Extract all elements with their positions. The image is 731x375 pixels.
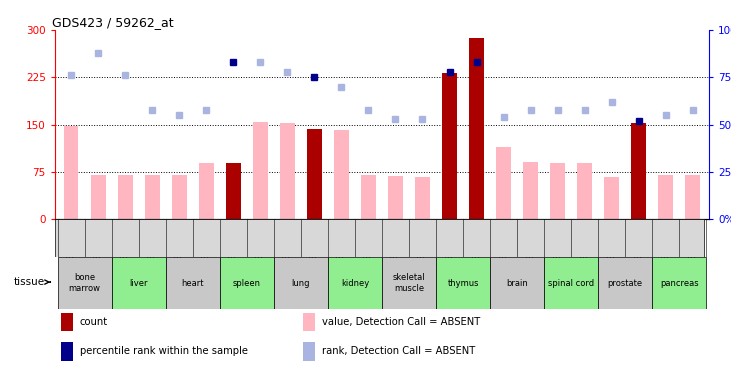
Bar [605, 177, 619, 219]
Bar [303, 313, 315, 331]
Text: thymus: thymus [447, 279, 479, 288]
Bar [632, 123, 646, 219]
Bar [303, 342, 315, 361]
Bar [253, 122, 268, 219]
Text: tissue: tissue [14, 277, 50, 287]
Bar [199, 163, 213, 219]
Bar [523, 162, 538, 219]
Bar [442, 73, 457, 219]
Text: lung: lung [292, 279, 310, 288]
Bar [145, 174, 159, 219]
Bar [659, 174, 673, 219]
Bar [172, 174, 186, 219]
Bar [118, 174, 132, 219]
Bar [382, 257, 436, 309]
Bar [58, 257, 112, 309]
Text: spleen: spleen [232, 279, 261, 288]
Bar [274, 257, 328, 309]
Text: prostate: prostate [607, 279, 643, 288]
Text: heart: heart [181, 279, 204, 288]
Bar [652, 257, 706, 309]
Bar [361, 174, 376, 219]
Text: count: count [80, 317, 107, 327]
Text: liver: liver [129, 279, 148, 288]
Bar [544, 257, 598, 309]
Text: bone
marrow: bone marrow [69, 273, 101, 293]
Bar [415, 177, 430, 219]
Bar [91, 174, 105, 219]
Bar [469, 38, 484, 219]
Text: percentile rank within the sample: percentile rank within the sample [80, 346, 248, 356]
Bar [61, 313, 73, 331]
Bar [112, 257, 166, 309]
Bar [280, 123, 295, 219]
Bar [550, 163, 565, 219]
Bar [686, 174, 700, 219]
Text: GDS423 / 59262_at: GDS423 / 59262_at [52, 16, 173, 29]
Text: brain: brain [507, 279, 528, 288]
Text: skeletal
muscle: skeletal muscle [393, 273, 425, 293]
Bar [307, 129, 322, 219]
Bar [436, 257, 490, 309]
Bar [64, 126, 78, 219]
Bar [334, 130, 349, 219]
Text: kidney: kidney [341, 279, 369, 288]
Bar [226, 163, 240, 219]
Bar [61, 342, 73, 361]
Bar [490, 257, 544, 309]
Text: value, Detection Call = ABSENT: value, Detection Call = ABSENT [322, 317, 480, 327]
Bar [328, 257, 382, 309]
Text: spinal cord: spinal cord [548, 279, 594, 288]
Text: pancreas: pancreas [660, 279, 699, 288]
Bar [598, 257, 652, 309]
Bar [220, 257, 274, 309]
Text: rank, Detection Call = ABSENT: rank, Detection Call = ABSENT [322, 346, 475, 356]
Bar [166, 257, 220, 309]
Bar [388, 177, 403, 219]
Bar [496, 147, 511, 219]
Bar [577, 163, 592, 219]
